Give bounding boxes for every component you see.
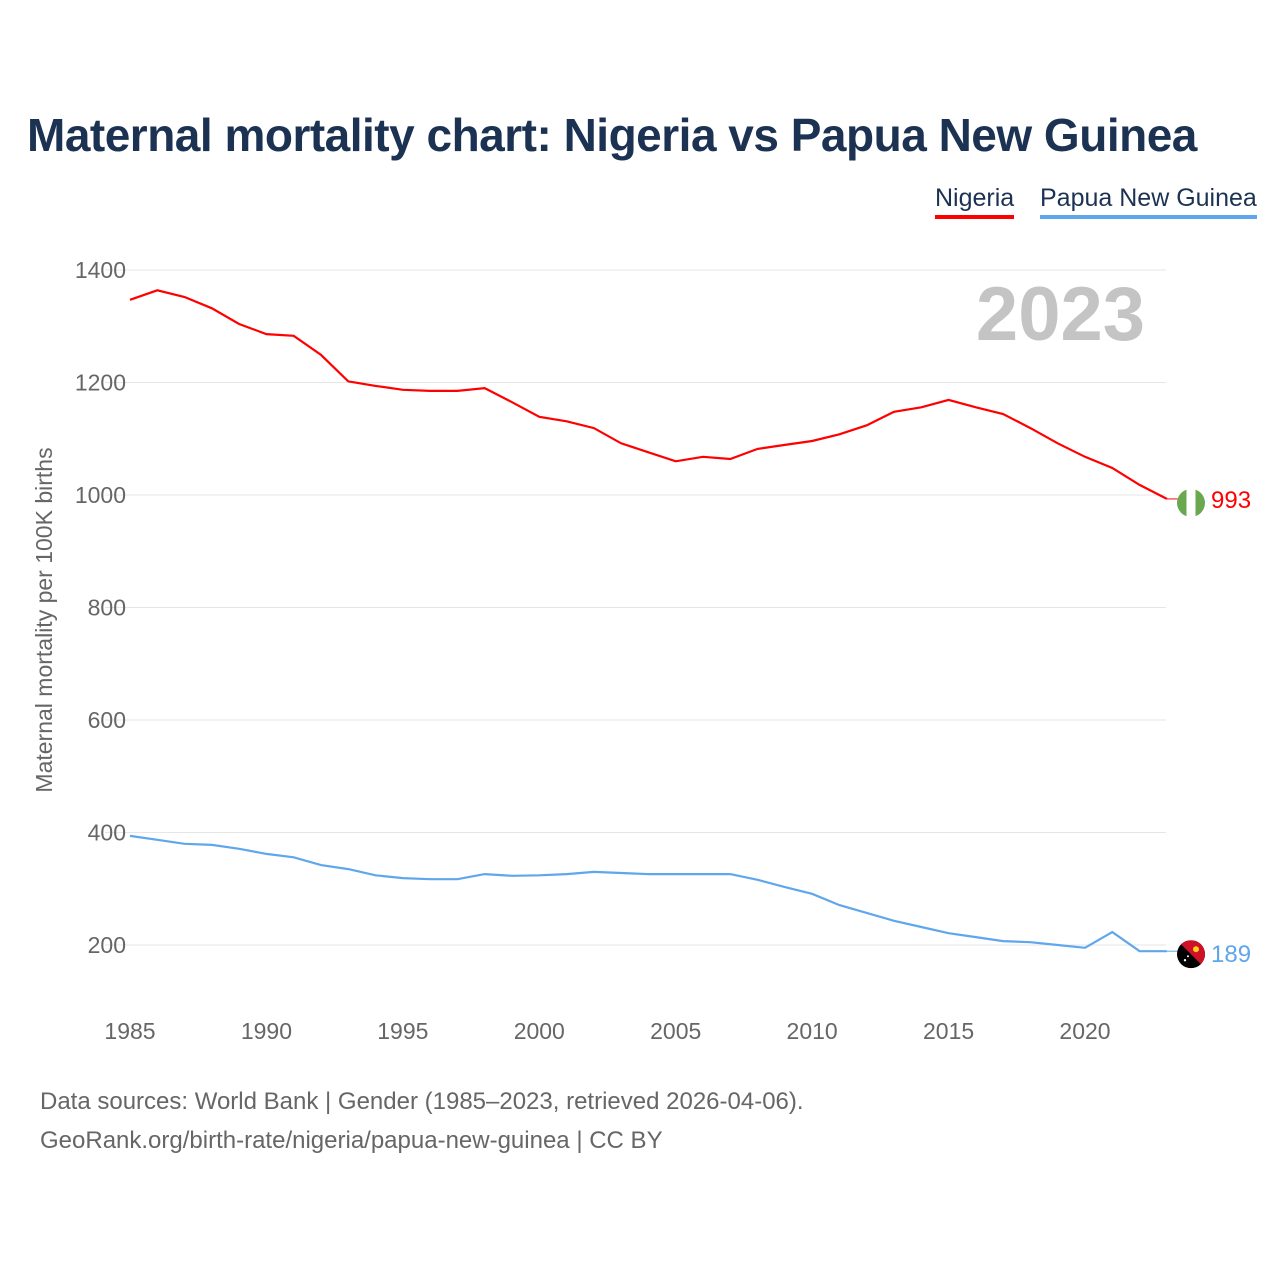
y-tick-label: 800 — [88, 595, 126, 621]
x-tick-label: 2010 — [787, 1018, 838, 1044]
y-axis-label: Maternal mortality per 100K births — [31, 447, 57, 792]
y-tick-label: 1000 — [75, 482, 126, 508]
chart-title: Maternal mortality chart: Nigeria vs Pap… — [27, 109, 1197, 161]
x-tick-label: 2000 — [514, 1018, 565, 1044]
year-watermark: 2023 — [976, 272, 1145, 357]
y-tick-label: 200 — [88, 932, 126, 958]
x-tick-label: 1995 — [377, 1018, 428, 1044]
series-line-papua-new-guinea — [129, 834, 1167, 953]
end-value-label: 189 — [1211, 941, 1251, 968]
footer-source: Data sources: World Bank | Gender (1985–… — [40, 1088, 804, 1115]
legend-papua-new-guinea[interactable]: Papua New Guinea — [1040, 184, 1257, 219]
x-tick-label: 2005 — [650, 1018, 701, 1044]
footer-url: GeoRank.org/birth-rate/nigeria/papua-new… — [40, 1127, 663, 1154]
end-value-label: 993 — [1211, 487, 1251, 514]
x-tick-label: 1985 — [104, 1018, 155, 1044]
y-tick-label: 400 — [88, 820, 126, 846]
legend-nigeria[interactable]: Nigeria — [935, 184, 1015, 219]
nigeria-flag-icon — [1177, 488, 1205, 517]
x-tick-label: 2015 — [923, 1018, 974, 1044]
x-tick-label: 1990 — [241, 1018, 292, 1044]
papua-new-guinea-flag-icon — [1177, 940, 1205, 969]
x-tick-label: 2020 — [1059, 1018, 1110, 1044]
y-tick-label: 1400 — [75, 257, 126, 283]
y-tick-label: 1200 — [75, 370, 126, 396]
y-tick-label: 600 — [88, 707, 126, 733]
series-line-nigeria — [129, 289, 1168, 500]
